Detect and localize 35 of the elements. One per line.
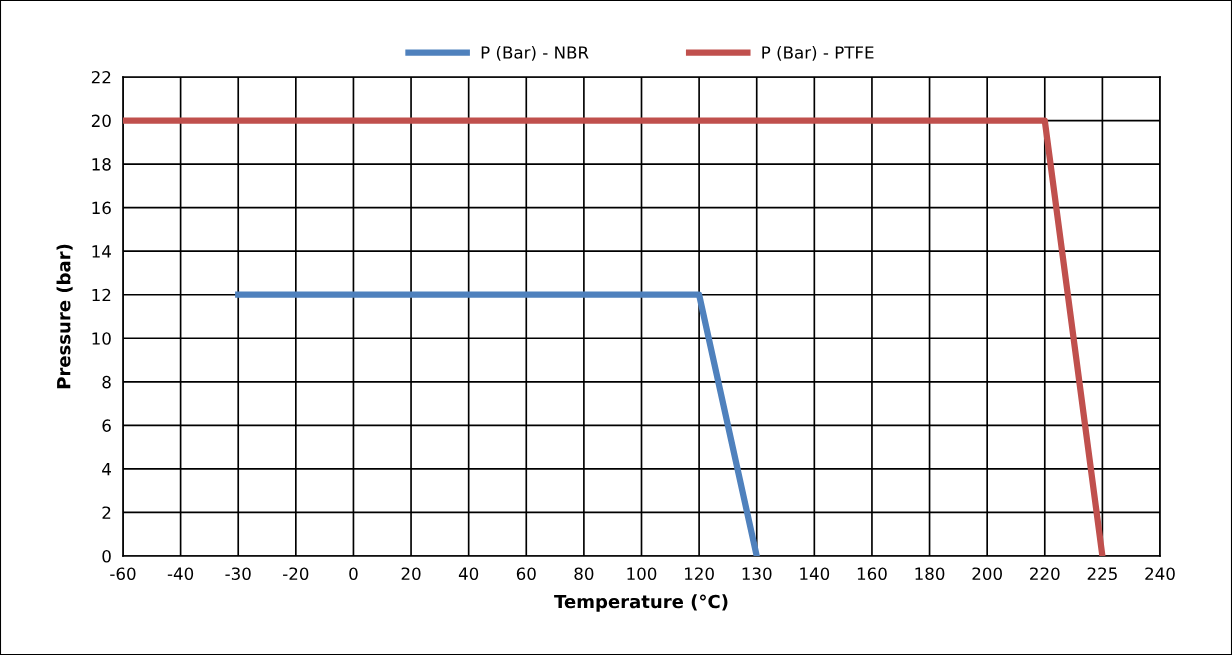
y-tick-label: 14 — [92, 245, 111, 258]
y-tick-label: 2 — [102, 506, 111, 519]
x-tick-label: 40 — [458, 567, 479, 581]
x-tick-label: 80 — [574, 567, 594, 581]
x-tick-label: -40 — [167, 567, 194, 581]
x-tick-label: -20 — [283, 567, 309, 581]
x-tick-label: 120 — [685, 567, 714, 581]
x-tick-label: 100 — [627, 567, 657, 581]
x-tick-label: 0 — [349, 567, 358, 581]
y-axis-title: Pressure (bar) — [56, 244, 73, 389]
x-tick-label: 60 — [516, 567, 536, 581]
x-tick-label: -30 — [225, 567, 251, 581]
y-tick-label: 18 — [92, 158, 111, 171]
x-tick-label: 200 — [972, 567, 1002, 581]
x-tick-label: 130 — [742, 567, 772, 581]
y-tick-label: 6 — [102, 419, 111, 432]
x-tick-label: 220 — [1030, 567, 1060, 581]
x-tick-label: 140 — [800, 567, 830, 581]
x-tick-label: 160 — [857, 567, 887, 581]
legend-label: P (Bar) - PTFE — [762, 45, 874, 61]
x-axis-title: Temperature (°C) — [554, 594, 728, 612]
x-tick-label: 180 — [915, 567, 945, 581]
x-tick-label: 225 — [1087, 567, 1117, 581]
y-tick-label: 10 — [92, 332, 111, 345]
y-tick-label: 22 — [91, 70, 111, 84]
legend-label: P (Bar) - NBR — [481, 45, 589, 61]
y-tick-label: 0 — [102, 549, 111, 563]
y-tick-label: 4 — [102, 463, 111, 476]
x-tick-label: 240 — [1145, 567, 1175, 581]
y-tick-label: 16 — [92, 201, 111, 215]
y-tick-label: 8 — [102, 375, 111, 389]
y-tick-label: 20 — [91, 114, 111, 128]
x-tick-label: 20 — [401, 567, 421, 581]
x-tick-label: -60 — [110, 567, 136, 581]
y-tick-label: 12 — [92, 288, 111, 302]
